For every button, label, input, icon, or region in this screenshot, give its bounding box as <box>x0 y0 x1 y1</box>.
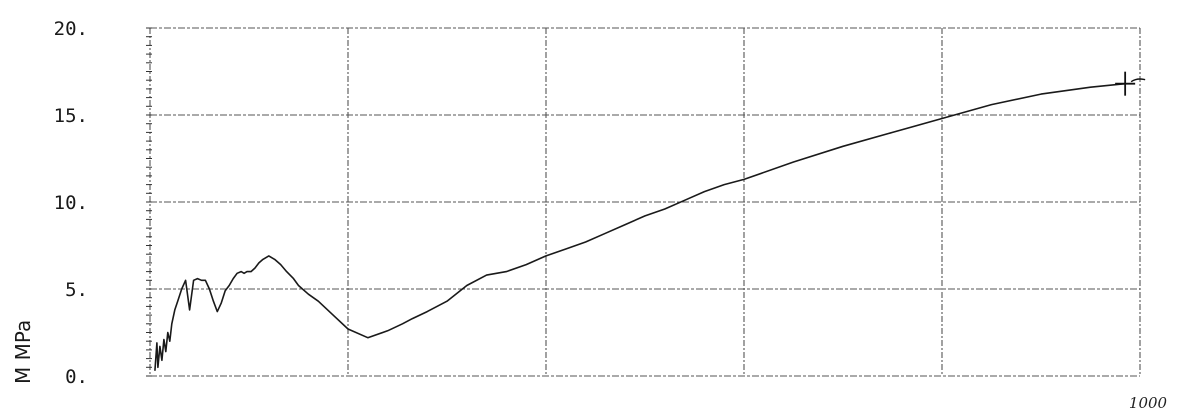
x-end-annotation: 1000 <box>1129 394 1168 412</box>
series-line-0 <box>154 82 1126 371</box>
marker-tail <box>1130 78 1146 83</box>
y-tick-label: 20. <box>54 18 88 40</box>
y-axis-label: M MPa <box>11 320 35 384</box>
end-marker <box>1115 71 1146 96</box>
y-tick-label: 15. <box>54 105 88 127</box>
y-tick-labels: 0. 5. 10. 15. 20. <box>54 18 88 388</box>
y-tick-label: 0. <box>65 366 88 388</box>
chart-grid <box>149 27 1141 377</box>
y-tick-label: 10. <box>54 192 88 214</box>
y-minor-ticks <box>146 27 152 377</box>
chart-series <box>154 82 1126 371</box>
y-tick-label: 5. <box>65 279 88 301</box>
